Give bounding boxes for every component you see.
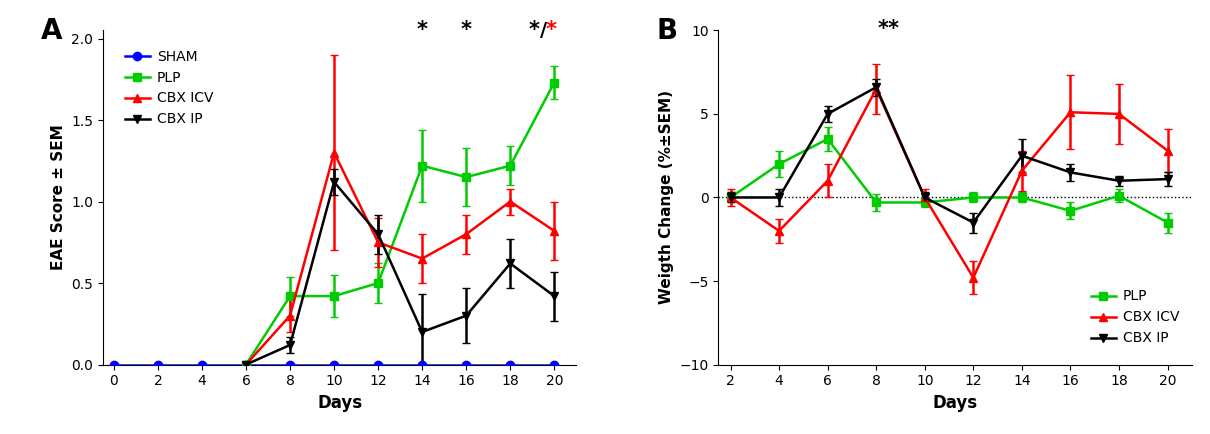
Text: /: / <box>540 21 547 40</box>
Text: B: B <box>657 17 678 45</box>
Legend: PLP, CBX ICV, CBX IP: PLP, CBX ICV, CBX IP <box>1085 284 1185 351</box>
Text: *: * <box>546 20 557 40</box>
Text: *: * <box>416 20 427 40</box>
X-axis label: Days: Days <box>933 394 978 412</box>
Y-axis label: EAE Score ± SEM: EAE Score ± SEM <box>51 125 65 270</box>
Text: *: * <box>529 20 540 40</box>
X-axis label: Days: Days <box>317 394 362 412</box>
Y-axis label: Weigth Change (%±SEM): Weigth Change (%±SEM) <box>658 90 674 305</box>
Text: **: ** <box>877 19 899 39</box>
Text: A: A <box>41 17 63 45</box>
Legend: SHAM, PLP, CBX ICV, CBX IP: SHAM, PLP, CBX ICV, CBX IP <box>120 44 219 132</box>
Text: *: * <box>461 20 472 40</box>
